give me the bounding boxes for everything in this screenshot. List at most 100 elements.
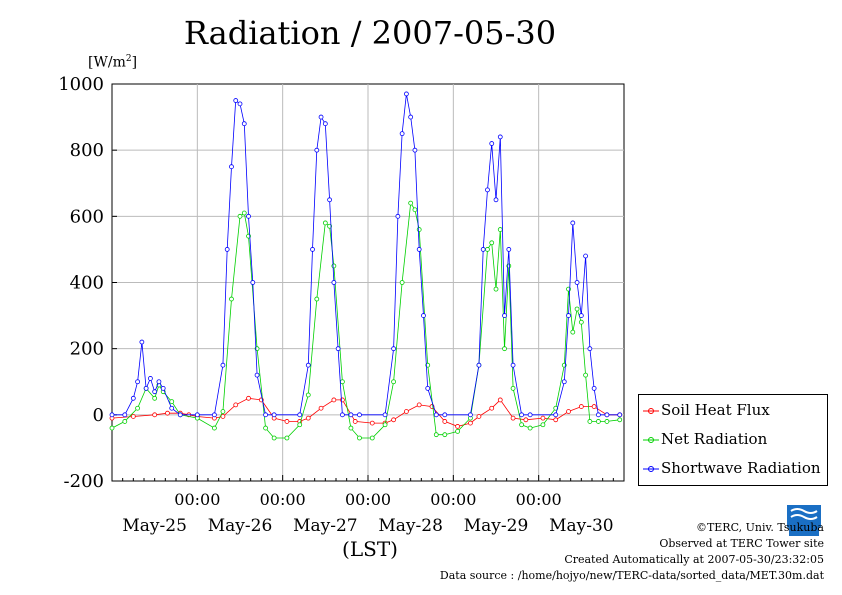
data-point <box>574 306 580 312</box>
data-point <box>271 412 277 418</box>
data-point <box>314 147 320 153</box>
chart-title: Radiation / 2007-05-30 <box>183 14 557 52</box>
data-point <box>211 425 217 431</box>
data-point <box>357 435 362 441</box>
data-point <box>135 405 141 411</box>
data-point <box>369 420 375 426</box>
data-point <box>489 141 495 146</box>
data-point <box>591 404 597 409</box>
data-point <box>229 164 234 170</box>
data-point <box>502 313 507 318</box>
series-line-2 <box>111 201 620 439</box>
data-point <box>305 362 311 368</box>
data-point <box>246 213 251 219</box>
legend: Soil Heat Flux Net Radiation Shortwave R… <box>638 394 828 486</box>
data-point <box>135 379 141 385</box>
data-point <box>357 412 362 418</box>
data-point <box>527 412 533 418</box>
y-tick-label: 400 <box>70 273 104 294</box>
x-tick-label: 00:00 <box>430 490 476 509</box>
data-point <box>241 210 247 216</box>
data-point <box>493 286 499 292</box>
data-point <box>416 402 422 408</box>
legend-item-soil-heat-flux: Soil Heat Flux <box>639 399 827 421</box>
x-tick-label: 00:00 <box>174 490 220 509</box>
data-point <box>331 263 337 269</box>
data-point <box>553 417 559 423</box>
data-point <box>130 395 136 401</box>
series-line-1 <box>111 397 620 427</box>
data-point <box>271 435 277 441</box>
data-point <box>485 187 490 193</box>
data-point <box>220 414 226 419</box>
data-point <box>527 425 533 431</box>
data-point <box>497 397 503 403</box>
data-point <box>561 379 567 385</box>
data-point <box>318 114 324 120</box>
data-point <box>497 227 503 232</box>
legend-label: Net Radiation <box>661 430 768 448</box>
data-point <box>314 296 320 302</box>
data-point <box>177 412 183 418</box>
legend-item-net-radiation: Net Radiation <box>639 428 827 450</box>
data-point <box>455 424 461 429</box>
data-point <box>220 362 226 368</box>
data-point <box>339 412 345 418</box>
data-point <box>152 395 158 401</box>
data-point <box>583 372 588 378</box>
data-point <box>331 280 337 285</box>
day-label: May-27 <box>293 516 358 536</box>
x-tick-label: 00:00 <box>516 490 562 509</box>
legend-label: Soil Heat Flux <box>661 401 770 419</box>
data-point <box>335 346 341 352</box>
x-axis-unit: (LST) <box>342 537 398 561</box>
data-point <box>408 114 414 120</box>
data-point <box>382 422 388 428</box>
data-point <box>578 404 584 409</box>
data-point <box>254 372 260 378</box>
data-point <box>510 385 516 391</box>
data-point <box>327 197 333 203</box>
day-label: May-25 <box>122 516 187 536</box>
y-tick-label: 1000 <box>58 74 104 95</box>
data-point <box>331 397 337 403</box>
data-point <box>566 313 571 318</box>
data-point <box>305 392 311 398</box>
data-point <box>523 417 529 423</box>
data-point <box>122 419 128 424</box>
data-point <box>591 385 597 391</box>
data-point <box>139 339 145 345</box>
data-point <box>147 376 153 381</box>
data-point <box>318 405 324 411</box>
data-point <box>493 197 499 203</box>
data-point <box>497 134 503 140</box>
data-point <box>152 389 158 395</box>
data-point <box>467 412 473 418</box>
data-point <box>442 412 448 418</box>
data-point <box>165 410 170 416</box>
data-point <box>570 329 576 335</box>
data-point <box>246 395 251 401</box>
data-point <box>433 412 439 418</box>
data-point <box>578 319 584 325</box>
data-point <box>485 247 490 252</box>
data-point <box>382 412 388 418</box>
terc-logo-icon <box>787 505 821 536</box>
data-point <box>310 247 315 252</box>
y-tick-label: 0 <box>93 405 104 426</box>
legend-label: Shortwave Radiation <box>661 459 821 477</box>
data-point <box>403 91 409 97</box>
data-point <box>476 414 482 419</box>
data-point <box>241 121 247 127</box>
data-point <box>169 399 175 405</box>
data-point <box>408 200 414 206</box>
data-point <box>194 412 200 418</box>
data-point <box>604 419 610 424</box>
created-timestamp: Created Automatically at 2007-05-30/23:3… <box>564 553 824 566</box>
data-point <box>391 417 397 423</box>
data-point <box>587 346 593 352</box>
data-point <box>322 121 328 127</box>
data-point <box>519 422 524 428</box>
data-point <box>391 346 397 352</box>
data-point <box>399 280 405 285</box>
